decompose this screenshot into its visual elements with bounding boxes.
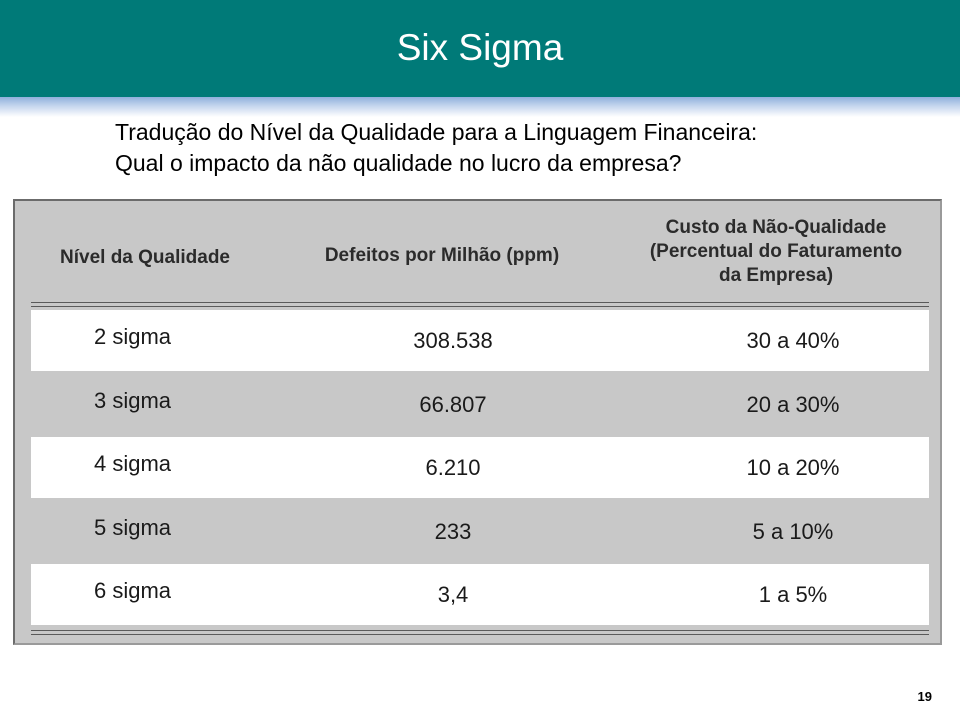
title-bar [0,0,960,97]
cell-level: 4 sigma [94,451,172,476]
cell-ppm: 3,4 [437,582,469,607]
table-row: 2 sigma 308.538 30 a 40% [31,310,929,371]
header-cost-line-2: (Percentual do Faturamento [649,241,903,262]
cell-level: 3 sigma [94,388,172,413]
table-row: 5 sigma 233 5 a 10% [31,501,929,562]
cell-ppm: 308.538 [413,328,493,353]
cell-ppm: 6.210 [425,455,481,480]
cell-cost: 1 a 5% [758,582,828,607]
title-gradient [0,97,960,117]
page-number: 19 [917,689,932,704]
cell-cost: 5 a 10% [752,519,834,544]
header-rule-bottom [31,306,929,307]
cell-cost: 30 a 40% [746,328,840,353]
slide-title: Six Sigma [396,27,564,68]
footer-rule-bottom [31,634,929,635]
subtitle-line-1: Tradução do Nível da Qualidade para a Li… [115,119,758,145]
table-row: 3 sigma 66.807 20 a 30% [31,374,929,435]
cell-ppm: 233 [434,519,472,544]
cell-ppm: 66.807 [419,392,487,417]
header-defects-ppm: Defeitos por Milhão (ppm) [324,245,560,266]
subtitle-line-2: Qual o impacto da não qualidade no lucro… [115,150,682,176]
header-quality-level: Nível da Qualidade [60,247,230,268]
table-row: 4 sigma 6.210 10 a 20% [31,437,929,498]
cell-cost: 10 a 20% [746,455,840,480]
header-cost-line-3: da Empresa) [718,265,834,286]
header-cost-line-1: Custo da Não-Qualidade [665,217,887,238]
cell-level: 5 sigma [94,515,172,540]
table-row: 6 sigma 3,4 1 a 5% [31,564,929,625]
cell-cost: 20 a 30% [746,392,840,417]
header-rule-top [31,302,929,303]
sigma-table: Nível da Qualidade Defeitos por Milhão (… [13,199,942,645]
cell-level: 2 sigma [94,324,172,349]
cell-level: 6 sigma [94,578,172,603]
subtitle: Tradução do Nível da Qualidade para a Li… [115,117,757,179]
footer-rule-top [31,630,929,631]
header-cost: Custo da Não-Qualidade (Percentual do Fa… [611,216,941,288]
